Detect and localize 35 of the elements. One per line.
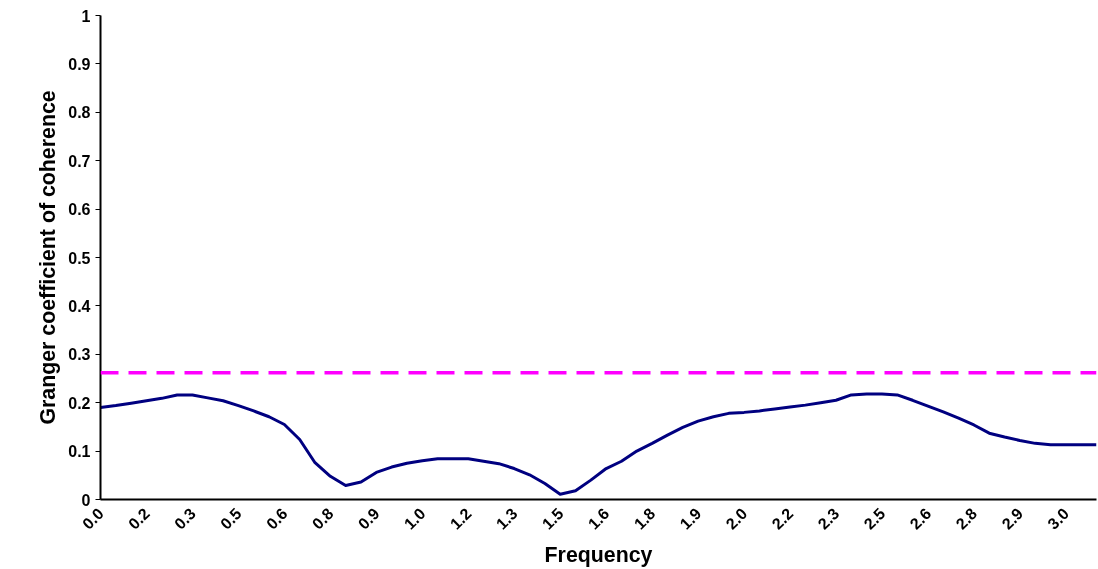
y-axis-title: Granger coefficient of coherence bbox=[36, 90, 61, 425]
x-tick-label: 0.6 bbox=[262, 504, 291, 533]
x-tick-label: 2.5 bbox=[860, 504, 889, 533]
y-tick-label: 0.8 bbox=[68, 104, 91, 122]
x-tick-label: 0.2 bbox=[125, 504, 153, 533]
x-tick-label: 1.6 bbox=[584, 504, 613, 533]
x-tick-label: 0.8 bbox=[308, 504, 337, 533]
y-tick-label: 0.2 bbox=[68, 394, 91, 412]
y-tick-label: 0.6 bbox=[68, 201, 91, 219]
x-tick-label: 1.5 bbox=[538, 504, 567, 533]
y-tick-label: 1 bbox=[81, 7, 91, 25]
x-tick-label: 1.0 bbox=[400, 504, 429, 533]
x-tick-label: 2.9 bbox=[998, 504, 1027, 533]
y-tick-label: 0 bbox=[81, 491, 91, 509]
y-tick-label: 0.7 bbox=[68, 152, 91, 170]
y-tick-label: 0.4 bbox=[68, 297, 91, 315]
x-tick-label: 2.6 bbox=[906, 504, 935, 533]
y-tick-label: 0.1 bbox=[68, 443, 91, 461]
y-tick-label: 0.9 bbox=[68, 55, 91, 73]
y-tick-label: 0.3 bbox=[68, 346, 91, 364]
x-tick-label: 2.2 bbox=[768, 504, 797, 533]
x-tick-label: 1.3 bbox=[492, 504, 521, 533]
x-tick-label: 2.0 bbox=[722, 504, 751, 533]
x-tick-label: 0.3 bbox=[171, 504, 199, 533]
y-tick-label: 0.5 bbox=[68, 249, 91, 267]
x-tick-label: 1.9 bbox=[676, 504, 705, 533]
x-tick-label: 2.8 bbox=[952, 504, 981, 533]
x-tick-label: 2.3 bbox=[814, 504, 843, 533]
x-tick-label: 3.0 bbox=[1044, 504, 1073, 533]
x-axis-title: Frequency bbox=[544, 542, 653, 567]
x-tick-label: 0.9 bbox=[354, 504, 383, 533]
line-series bbox=[100, 392, 1097, 496]
x-tick-label: 1.8 bbox=[630, 504, 659, 533]
x-tick-label: 0.5 bbox=[217, 504, 245, 533]
x-tick-label: 1.2 bbox=[446, 504, 475, 533]
